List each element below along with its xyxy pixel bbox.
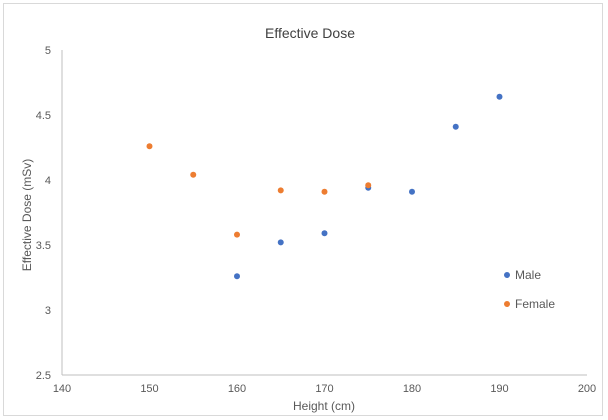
x-tick-label: 180 — [403, 383, 421, 395]
x-tick-label: 200 — [578, 383, 596, 395]
y-tick-label: 3 — [45, 305, 51, 317]
legend-marker-male — [504, 272, 510, 278]
data-point-female — [277, 187, 284, 194]
chart-title: Effective Dose — [265, 25, 355, 41]
y-tick-labels: 2.5 3 3.5 4 4.5 5 — [36, 45, 51, 382]
y-tick-label: 5 — [45, 45, 51, 57]
y-tick-label: 4 — [45, 175, 51, 187]
x-tick-label: 160 — [228, 383, 246, 395]
data-point-male — [277, 239, 284, 246]
chart-frame — [3, 3, 603, 416]
x-tick-label: 140 — [53, 383, 71, 395]
legend-label-male: Male — [515, 268, 541, 282]
legend-label-female: Female — [515, 297, 555, 311]
data-point-male — [496, 93, 503, 100]
x-tick-label: 190 — [490, 383, 508, 395]
data-points — [146, 93, 503, 280]
y-tick-label: 4.5 — [36, 110, 51, 122]
x-axis-label: Height (cm) — [293, 399, 355, 413]
x-tick-labels: 140 150 160 170 180 190 200 — [53, 383, 596, 395]
data-point-female — [190, 171, 197, 178]
y-tick-label: 2.5 — [36, 370, 51, 382]
data-point-female — [146, 143, 153, 150]
data-point-male — [409, 188, 415, 195]
data-point-female — [365, 182, 372, 189]
x-tick-label: 170 — [315, 383, 333, 395]
data-point-female — [321, 188, 328, 195]
legend-marker-female — [504, 301, 510, 307]
legend: Male Female — [504, 268, 555, 311]
y-tick-label: 3.5 — [36, 240, 51, 252]
data-point-male — [452, 123, 459, 130]
data-point-male — [234, 273, 240, 280]
y-axis-label: Effective Dose (mSv) — [20, 159, 34, 271]
x-tick-label: 150 — [140, 383, 158, 395]
data-point-male — [321, 230, 328, 237]
data-point-female — [234, 231, 240, 238]
